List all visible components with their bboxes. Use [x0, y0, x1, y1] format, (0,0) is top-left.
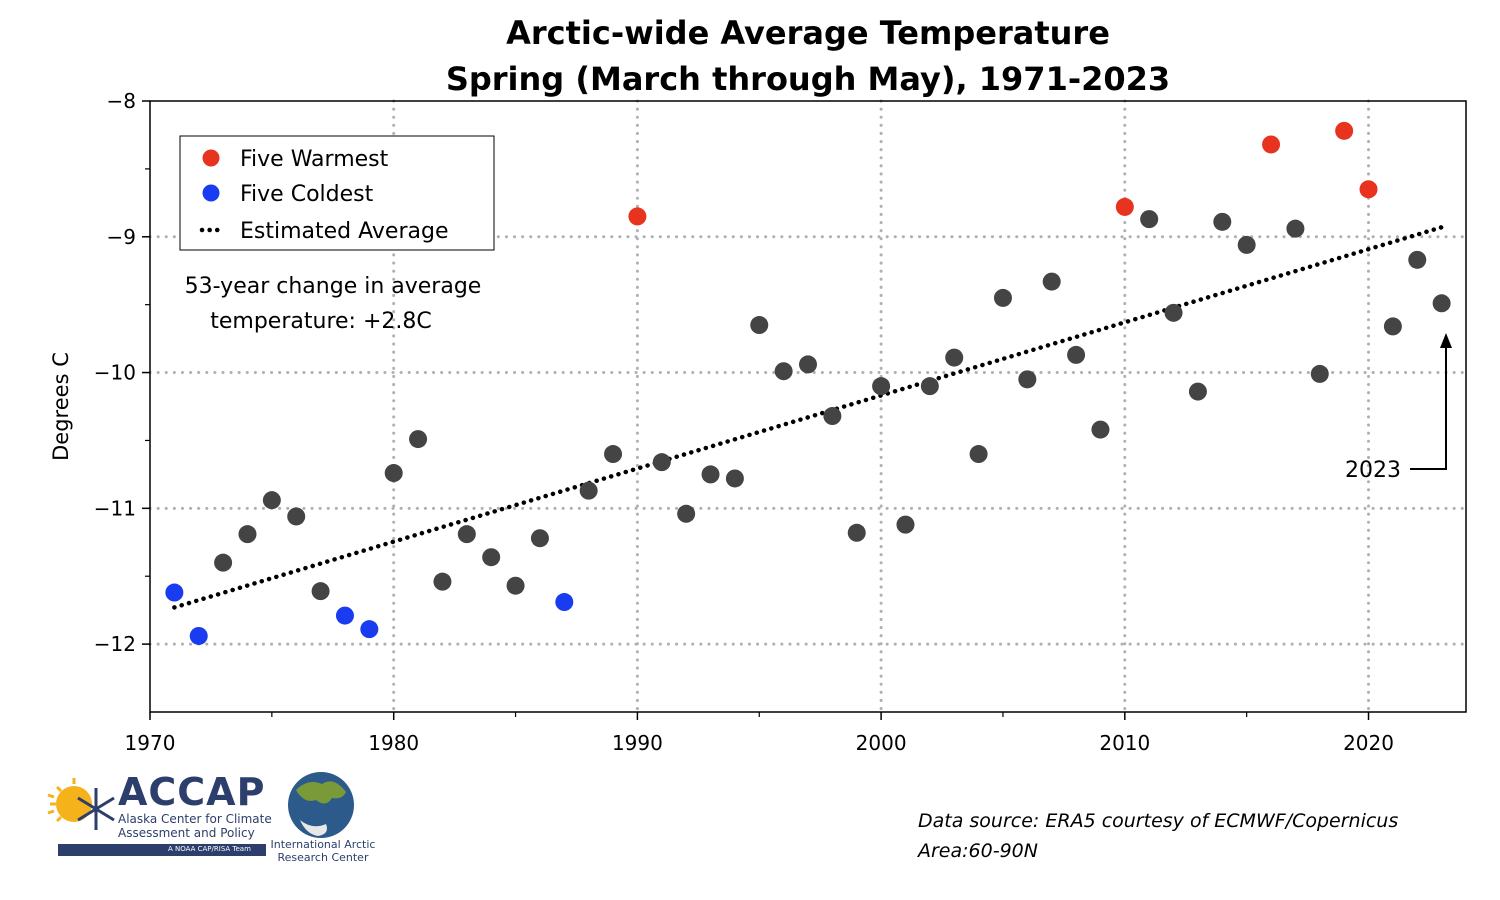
- data-point-1984: [482, 548, 501, 567]
- data-point-1976: [287, 507, 306, 526]
- legend: Five Warmest Five Coldest Estimated Aver…: [179, 135, 495, 251]
- data-point-1989: [604, 445, 623, 464]
- chart-title: Arctic-wide Average Temperature Spring (…: [150, 10, 1466, 102]
- x-tick-label: 2000: [856, 731, 907, 755]
- legend-warmest-label: Five Warmest: [240, 147, 389, 172]
- accap-logo-text: ACCAP: [118, 770, 266, 814]
- data-point-1972: [189, 626, 208, 645]
- data-point-1975: [262, 491, 281, 510]
- x-tick-label: 2010: [1099, 731, 1150, 755]
- data-point-1981: [409, 430, 428, 449]
- data-point-2005: [993, 288, 1012, 307]
- data-point-2004: [969, 445, 988, 464]
- data-source-note: Data source: ERA5 courtesy of ECMWF/Cope…: [918, 806, 1398, 866]
- y-tick-label: −8: [107, 89, 136, 113]
- y-axis-label: Degrees C: [49, 352, 73, 461]
- data-point-1987: [555, 593, 574, 612]
- accap-logo-bar: [58, 844, 266, 856]
- data-point-2003: [945, 348, 964, 367]
- legend-warm-marker: [202, 149, 220, 167]
- iarc-globe-icon: [288, 772, 354, 838]
- data-point-1980: [384, 464, 403, 483]
- data-source-line1: Data source: ERA5 courtesy of ECMWF/Cope…: [918, 810, 1399, 832]
- data-point-2007: [1042, 272, 1061, 291]
- data-point-1979: [360, 620, 379, 639]
- chart-title-line1: Arctic-wide Average Temperature: [506, 14, 1110, 52]
- data-point-2018: [1310, 364, 1329, 383]
- change-annotation-line2: temperature: +2.8C: [210, 309, 431, 334]
- data-point-1996: [774, 362, 793, 381]
- x-tick-label: 1990: [612, 731, 663, 755]
- data-point-1973: [214, 553, 233, 572]
- data-point-1983: [457, 525, 476, 544]
- data-point-2002: [920, 377, 939, 396]
- legend-cold-marker: [202, 184, 220, 202]
- data-point-2011: [1140, 210, 1159, 229]
- y-tick-label: −10: [94, 361, 136, 385]
- data-point-2014: [1213, 212, 1232, 231]
- plot-frame: [149, 100, 1467, 713]
- accap-logo-subtitle: Alaska Center for Climate Assessment and…: [118, 812, 272, 840]
- data-point-2001: [896, 515, 915, 534]
- data-point-1977: [311, 582, 330, 601]
- data-point-2017: [1286, 219, 1305, 238]
- data-points: [165, 121, 1451, 645]
- change-annotation-line1: 53-year change in average: [185, 274, 482, 299]
- data-point-1998: [823, 407, 842, 426]
- data-point-2012: [1164, 303, 1183, 322]
- legend-coldest-label: Five Coldest: [240, 182, 374, 207]
- axis-ticks: 1970 1980 1990 2000 2010 2020 −8 −9 −10 −11 −12: [94, 89, 1394, 755]
- data-point-1991: [652, 453, 671, 472]
- x-tick-label: 1970: [125, 731, 176, 755]
- data-point-1993: [701, 465, 720, 484]
- data-point-1990: [628, 207, 647, 226]
- data-point-1997: [799, 355, 817, 374]
- iarc-logo-text: International Arctic Research Center: [270, 838, 376, 864]
- data-point-2020: [1359, 180, 1378, 199]
- x-tick-label: 1980: [368, 731, 419, 755]
- data-point-1986: [530, 529, 549, 548]
- year-2023-arrow: [1410, 344, 1447, 470]
- data-point-2016: [1262, 135, 1281, 154]
- y-tick-label: −11: [94, 496, 136, 520]
- trend-line: [172, 225, 1444, 610]
- data-point-2023: [1432, 294, 1451, 313]
- data-point-1971: [165, 583, 184, 602]
- data-point-2006: [1018, 370, 1037, 389]
- data-point-1988: [579, 481, 598, 500]
- year-2023-callout: 2023: [1345, 333, 1452, 483]
- data-point-2010: [1115, 197, 1134, 216]
- data-point-2013: [1188, 382, 1207, 401]
- year-2023-label: 2023: [1345, 458, 1401, 483]
- data-point-2022: [1408, 250, 1427, 269]
- y-tick-label: −12: [94, 632, 136, 656]
- data-point-2009: [1091, 420, 1110, 439]
- legend-trend-label: Estimated Average: [240, 219, 448, 244]
- data-point-1985: [506, 576, 525, 595]
- x-tick-label: 2020: [1343, 731, 1394, 755]
- accap-sun-snowflake-icon: [47, 778, 115, 830]
- data-point-1995: [750, 316, 769, 335]
- y-tick-label: −9: [107, 225, 136, 249]
- data-point-2021: [1383, 317, 1402, 336]
- data-point-1999: [847, 523, 866, 542]
- accap-logo-bar-text: A NOAA CAP/RISA Team: [168, 845, 251, 853]
- year-2023-arrowhead: [1440, 333, 1452, 348]
- chart-title-line2: Spring (March through May), 1971-2023: [445, 60, 1171, 98]
- data-point-2015: [1237, 235, 1256, 254]
- data-point-1992: [677, 504, 696, 523]
- data-point-1994: [725, 469, 744, 488]
- data-point-2000: [872, 377, 891, 396]
- data-point-1982: [433, 572, 452, 591]
- data-point-2008: [1067, 345, 1086, 364]
- data-source-line2: Area:60-90N: [918, 840, 1038, 862]
- data-point-1978: [335, 606, 354, 625]
- legend-box: [179, 135, 495, 251]
- data-point-2019: [1335, 121, 1354, 140]
- data-point-1974: [238, 525, 257, 544]
